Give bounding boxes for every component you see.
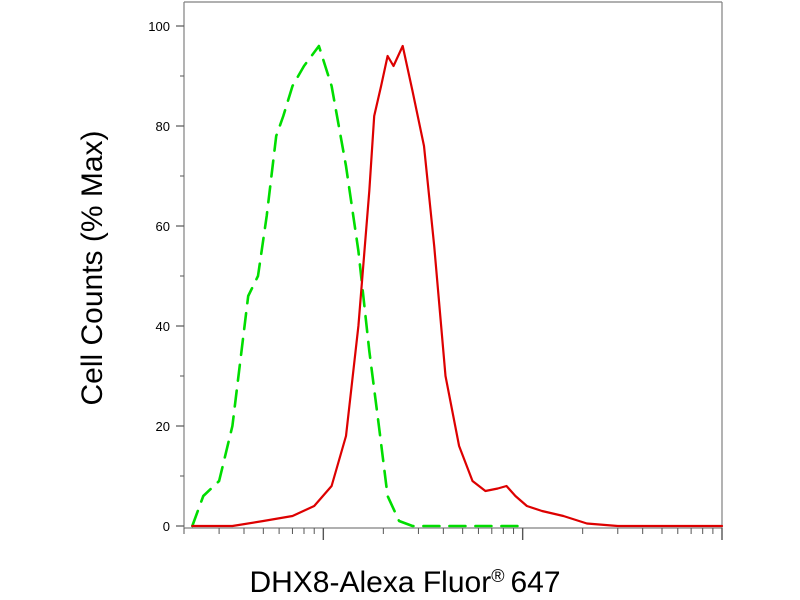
y-axis-ticks: 0 20 40 60 80 100 xyxy=(148,19,184,534)
x-axis-title-registered-mark: ® xyxy=(491,566,504,586)
plot-frame xyxy=(183,1,723,529)
y-tick-label: 100 xyxy=(148,19,170,34)
y-axis-title: Cell Counts (% Max) xyxy=(76,130,109,405)
y-tick-label: 60 xyxy=(156,219,170,234)
y-tick-label: 0 xyxy=(163,519,170,534)
solid-histogram-line xyxy=(191,44,724,528)
dashed-histogram-line xyxy=(191,44,525,528)
y-tick-label: 80 xyxy=(156,119,170,134)
x-axis-title-main: DHX8-Alexa Fluor xyxy=(249,566,491,599)
x-axis-title-suffix: 647 xyxy=(510,566,560,599)
y-tick-label: 40 xyxy=(156,319,170,334)
x-axis-ticks xyxy=(183,528,723,540)
x-axis-title: DHX8-Alexa Fluor® 647 xyxy=(249,566,560,599)
series-layer xyxy=(191,44,724,528)
y-tick-label: 20 xyxy=(156,419,170,434)
